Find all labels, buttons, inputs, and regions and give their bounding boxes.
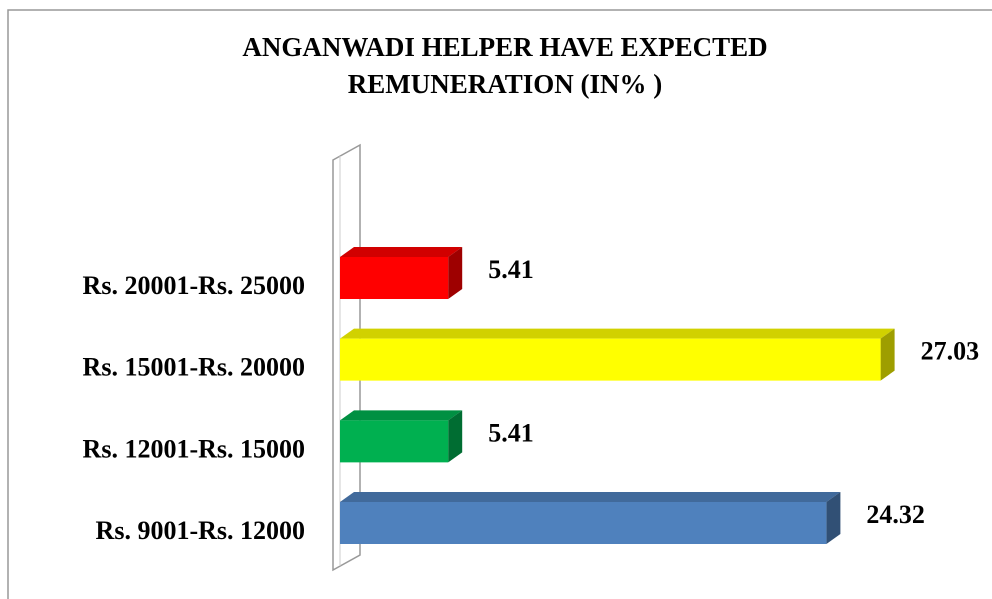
bar bbox=[340, 410, 463, 463]
chart-border bbox=[7, 9, 992, 599]
bar-top bbox=[340, 410, 463, 421]
data-label: 24.32 bbox=[866, 500, 925, 529]
bar-side bbox=[880, 328, 895, 381]
y-tick-label: Rs. 12001-Rs. 15000 bbox=[83, 434, 305, 463]
data-label: 5.41 bbox=[488, 255, 534, 284]
chart-title: ANGANWADI HELPER HAVE EXPECTED bbox=[242, 32, 767, 62]
bar-front bbox=[340, 338, 881, 381]
data-label: 5.41 bbox=[488, 418, 534, 447]
bar-side bbox=[448, 247, 463, 299]
bar-front bbox=[340, 420, 449, 463]
bar-top bbox=[340, 247, 463, 257]
y-tick-label: Rs. 9001-Rs. 12000 bbox=[96, 516, 305, 545]
y-tick-label: Rs. 15001-Rs. 20000 bbox=[83, 353, 305, 382]
bar-front bbox=[340, 502, 827, 544]
bar bbox=[340, 247, 463, 299]
bar bbox=[340, 328, 895, 381]
chart-title: REMUNERATION (IN% ) bbox=[348, 69, 663, 99]
bar bbox=[340, 492, 841, 544]
bar-top bbox=[340, 328, 895, 339]
bar-front bbox=[340, 257, 449, 299]
bar-side bbox=[448, 410, 463, 463]
bar-top bbox=[340, 492, 841, 502]
data-label: 27.03 bbox=[921, 337, 980, 366]
y-tick-label: Rs. 20001-Rs. 25000 bbox=[83, 271, 305, 300]
bar-side bbox=[826, 492, 841, 544]
